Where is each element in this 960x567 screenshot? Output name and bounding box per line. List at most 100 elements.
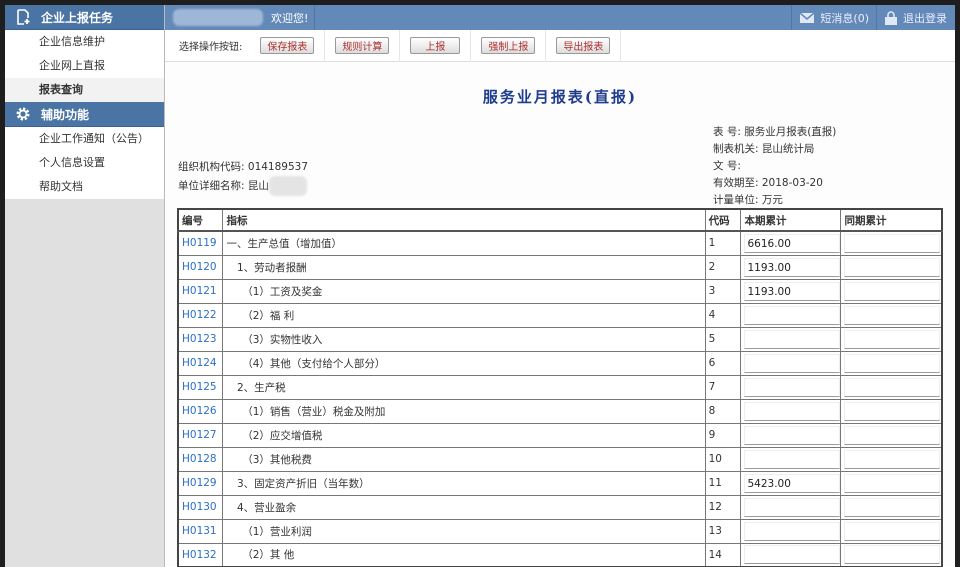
toolbar-button[interactable]: 保存报表 [260,37,315,54]
same-period-cell [840,350,943,376]
current-period-input[interactable]: 1193.00 [744,281,841,301]
same-period-input[interactable] [844,473,941,493]
item-code-link[interactable]: H0120 [177,254,224,280]
current-period-input[interactable]: 5423.00 [744,473,841,493]
item-code-link[interactable]: H0125 [177,374,224,400]
unit-name-label: 单位详细名称: [178,180,245,192]
top-header: 欢迎您! 短消息(0) 退出登录 [165,5,955,30]
same-period-input[interactable] [844,425,941,445]
toolbar-button-cell: 规则计算 [325,29,401,62]
item-code-link[interactable]: H0131 [177,518,224,544]
indicator-name: （1）销售（营业）税金及附加 [222,398,706,424]
same-period-input[interactable] [844,545,941,565]
item-code-link[interactable]: H0127 [177,422,224,448]
item-code-link[interactable]: H0132 [177,542,224,567]
toolbar-label: 选择操作按钮: [179,42,243,53]
current-period-input[interactable] [744,497,841,517]
item-code-link[interactable]: H0121 [177,278,224,304]
same-period-input[interactable] [844,257,941,277]
item-code-link[interactable]: H0122 [177,302,224,328]
toolbar-button[interactable]: 规则计算 [335,37,390,54]
sidebar-item[interactable]: 个人信息设置 [39,156,105,169]
same-period-cell [840,446,943,472]
toolbar-button[interactable]: 强制上报 [481,37,536,54]
table-row: H0130 4、营业盈余 12 [177,494,943,520]
table-header-row: 编号 指标 代码 本期累计 同期累计 [177,208,943,232]
table-row: H0120 1、劳动者报酬 2 1193.00 [177,254,943,280]
indicator-name: （3）其他税费 [222,446,706,472]
current-period-input[interactable] [744,305,841,325]
current-period-input[interactable] [744,545,841,565]
current-period-input[interactable] [744,401,841,421]
item-code-link[interactable]: H0124 [177,350,224,376]
table-row: H0124 （4）其他（支付给个人部分） 6 [177,350,943,376]
same-period-cell [840,326,943,352]
item-code-link[interactable]: H0123 [177,326,224,352]
same-period-input[interactable] [844,329,941,349]
form-number: 表 号: 服务业月报表(直报) [713,126,837,138]
item-code-link[interactable]: H0119 [177,230,224,256]
same-period-cell [840,302,943,328]
current-period-input[interactable]: 6616.00 [744,233,841,253]
authority: 制表机关: 昆山统计局 [713,143,815,155]
current-period-input[interactable] [744,329,841,349]
sidebar: 企业上报任务企业信息维护 企业网上直报报表查询辅助功能企业工作通知（公告） 个人信息… [5,5,165,567]
current-period-input[interactable] [744,521,841,541]
report-title: 服务业月报表(直报) [482,88,638,106]
current-period-cell: 1193.00 [740,254,842,280]
indicator-name: （1）工资及奖金 [222,278,706,304]
lock-icon [885,10,897,25]
toolbar-button[interactable]: 导出报表 [556,37,611,54]
same-period-input[interactable] [844,305,941,325]
sidebar-item[interactable]: 报表查询 [5,78,164,102]
table-row: H0128 （3）其他税费 10 [177,446,943,472]
row-code: 14 [704,542,742,567]
logout-button[interactable]: 退出登录 [876,5,955,30]
current-period-input[interactable] [744,353,841,373]
indicator-name: （2）福 利 [222,302,706,328]
same-period-cell [840,518,943,544]
current-period-cell: 5423.00 [740,470,842,496]
current-period-input[interactable]: 1193.00 [744,257,841,277]
table-row: H0125 2、生产税 7 [177,374,943,400]
same-period-input[interactable] [844,353,941,373]
table-row: H0132 （2）其 他 14 [177,542,943,567]
same-period-input[interactable] [844,449,941,469]
indicator-name: （4）其他（支付给个人部分） [222,350,706,376]
table-row: H0129 3、固定资产折旧（当年数） 11 5423.00 [177,470,943,496]
sidebar-item[interactable]: 企业网上直报 [39,59,105,72]
toolbar: 选择操作按钮: 保存报表 规则计算 上报 强制上报 导出报表 [165,29,955,62]
document-number: 文 号: [713,160,741,172]
item-code-link[interactable]: H0129 [177,470,224,496]
item-code-link[interactable]: H0130 [177,494,224,520]
same-period-input[interactable] [844,281,941,301]
current-period-cell [740,494,842,520]
toolbar-button[interactable]: 上报 [410,37,461,54]
messages-button[interactable]: 短消息(0) [791,5,877,30]
same-period-input[interactable] [844,401,941,421]
current-period-cell [740,374,842,400]
current-period-input[interactable] [744,449,841,469]
sidebar-item[interactable]: 企业信息维护 [39,35,105,48]
sidebar-item[interactable]: 帮助文档 [39,180,83,193]
row-code: 5 [704,326,742,352]
unit-name: 昆山 [247,180,269,192]
current-period-input[interactable] [744,425,841,445]
org-code: 014189537 [247,161,309,173]
same-period-input[interactable] [844,377,941,397]
report-area: 服务业月报表(直报) 表 号: 服务业月报表(直报) 制表机关: 昆山统计局 文… [165,62,955,567]
indicator-name: 4、营业盈余 [222,494,706,520]
item-code-link[interactable]: H0126 [177,398,224,424]
welcome-text: 欢迎您! [271,11,309,25]
current-period-input[interactable] [744,377,841,397]
table-row: H0126 （1）销售（营业）税金及附加 8 [177,398,943,424]
current-period-cell [740,422,842,448]
same-period-input[interactable] [844,233,941,253]
same-period-input[interactable] [844,497,941,517]
item-code-link[interactable]: H0128 [177,446,224,472]
sidebar-section-header[interactable]: 企业上报任务 [5,5,164,30]
sidebar-section-header[interactable]: 辅助功能 [5,102,164,127]
same-period-input[interactable] [844,521,941,541]
sidebar-item[interactable]: 企业工作通知（公告） [39,132,149,145]
sidebar-section-title: 辅助功能 [41,107,90,122]
